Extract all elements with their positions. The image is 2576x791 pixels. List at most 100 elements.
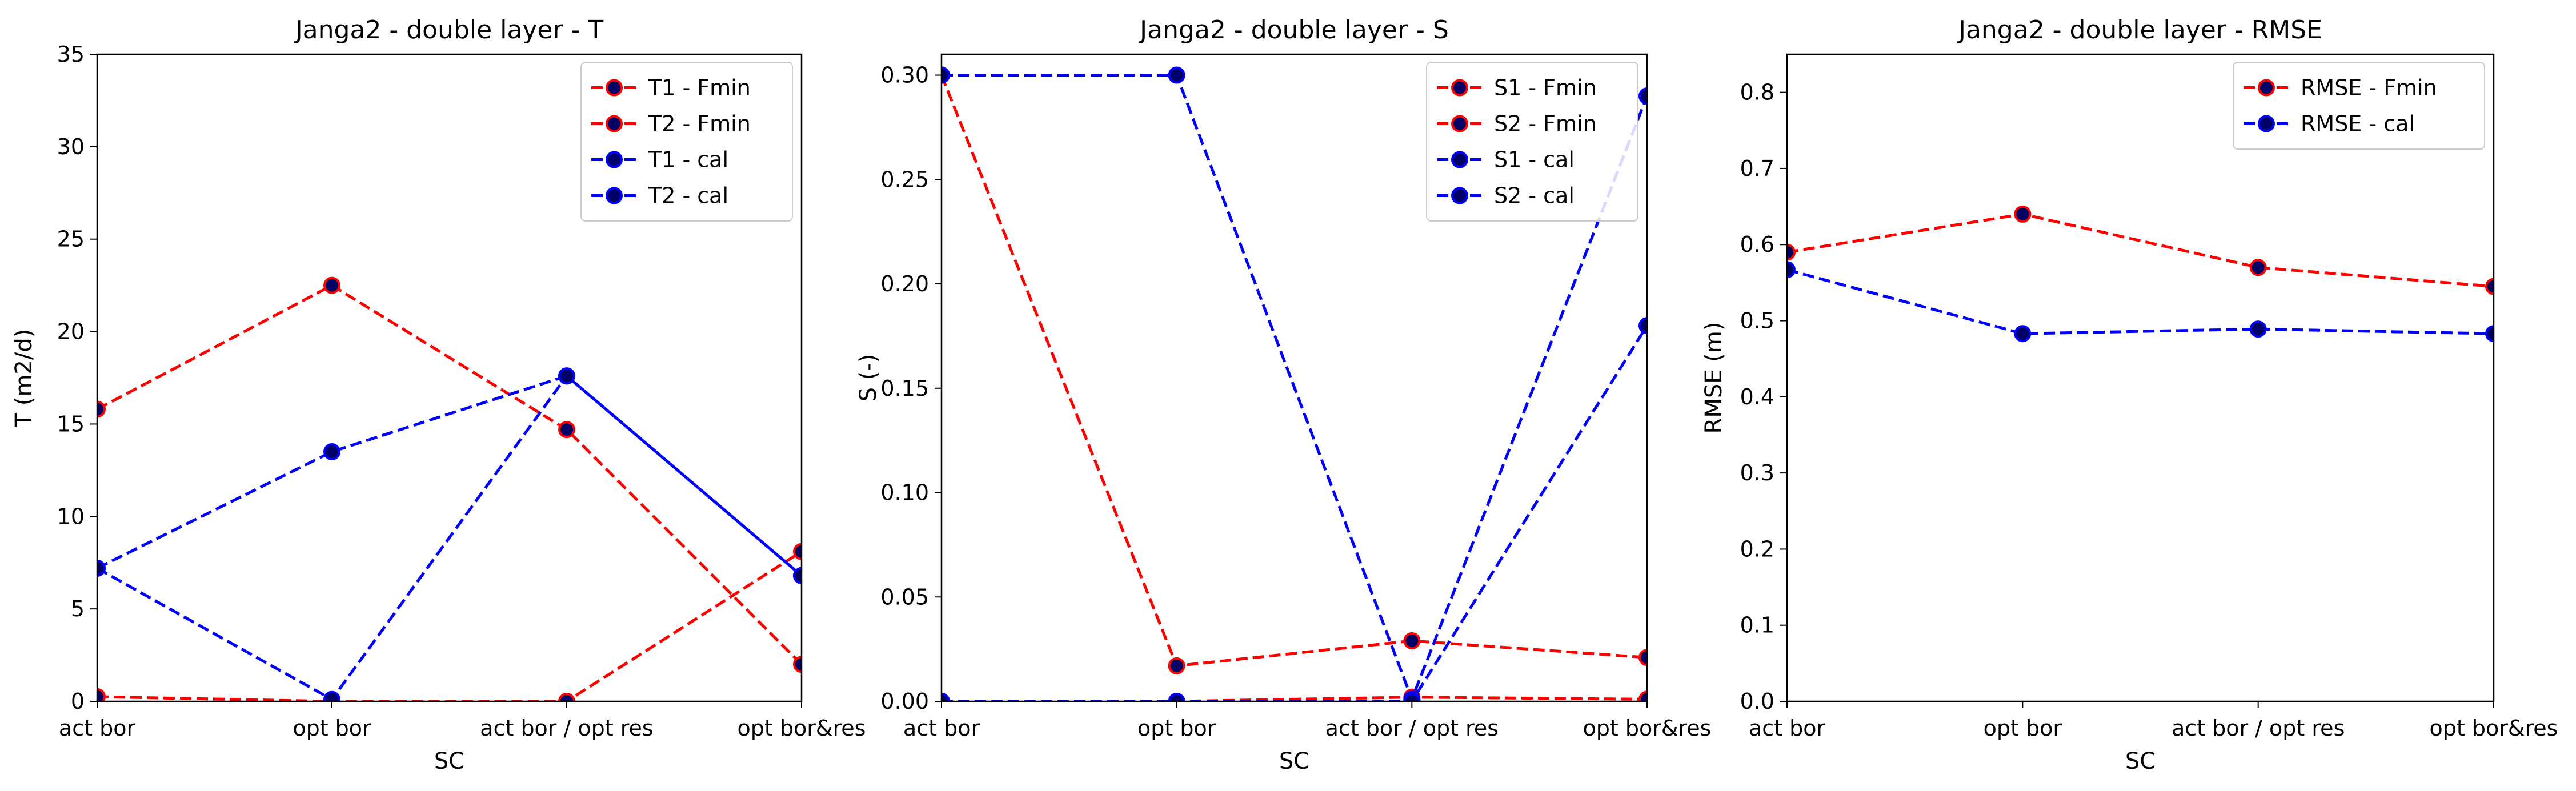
data-point	[2014, 325, 2032, 343]
y-tick-label: 0.6	[1740, 232, 1774, 257]
legend-label: S2 - Fmin	[1494, 111, 1597, 136]
y-tick-label: 25	[57, 227, 85, 252]
legend-label: T1 - cal	[648, 147, 728, 172]
data-point	[97, 400, 106, 418]
y-tick-label: 0.10	[880, 480, 929, 505]
y-tick-label: 30	[57, 134, 85, 159]
y-tick-label: 0.4	[1740, 384, 1774, 409]
legend-marker	[606, 115, 623, 132]
y-tick-label: 0.7	[1740, 156, 1774, 181]
chart-panel-3: Janga2 - double layer - RMSE 0.0 0.1 0.2 0.3…	[1701, 15, 2558, 774]
series-group	[942, 66, 1647, 701]
y-tick-label: 0.1	[1740, 613, 1774, 638]
data-point	[2249, 320, 2267, 338]
data-point	[2014, 205, 2032, 223]
data-point	[2485, 278, 2494, 295]
legend-marker	[606, 79, 623, 97]
y-tick-label: 0.5	[1740, 308, 1774, 334]
y-tick-label: 0.00	[880, 689, 929, 714]
chart-title: Janga2 - double layer - RMSE	[1957, 15, 2322, 45]
legend-label: T2 - cal	[648, 183, 728, 208]
data-point	[793, 567, 802, 584]
x-tick-label: act bor	[1749, 716, 1826, 741]
y-axis-label: S (-)	[855, 354, 882, 402]
data-point	[97, 559, 106, 577]
data-point	[1168, 693, 1185, 701]
x-tick-label: opt bor	[1984, 716, 2062, 741]
x-axis-label: SC	[1279, 748, 1309, 774]
series-line-1	[942, 74, 1647, 668]
data-point	[942, 66, 950, 84]
y-tick-label: 0.20	[880, 271, 929, 296]
data-point	[1638, 87, 1647, 105]
series-line-4	[942, 324, 1647, 701]
y-tick-label: 0.0	[1740, 689, 1774, 714]
data-point	[1168, 66, 1185, 84]
legend-marker	[1451, 187, 1468, 204]
y-tick-label: 0.05	[880, 584, 929, 609]
y-tick-label: 15	[57, 411, 85, 436]
data-point	[97, 688, 106, 701]
legend: S1 - Fmin S2 - Fmin S1 - cal S2 - cal	[1426, 62, 1638, 222]
y-tick-label: 5	[71, 596, 85, 621]
data-point	[793, 656, 802, 673]
series-line-2	[1787, 268, 2494, 335]
y-tick-label: 10	[57, 504, 85, 529]
y-tick-label: 0	[71, 689, 85, 714]
legend-marker	[1451, 115, 1468, 132]
legend-label: S1 - cal	[1494, 147, 1575, 172]
data-point	[1638, 690, 1647, 701]
data-point	[1403, 693, 1421, 701]
legend-box	[580, 62, 793, 222]
data-point	[2485, 325, 2494, 343]
data-point	[793, 543, 802, 560]
x-tick-label: opt bor&res	[1583, 716, 1712, 741]
x-tick-label: act bor / opt res	[480, 716, 653, 741]
legend-marker	[2258, 79, 2275, 97]
data-point	[558, 367, 575, 385]
data-point	[323, 276, 340, 294]
y-axis-label: T (m2/d)	[11, 329, 37, 428]
chart-panel-1: Janga2 - double layer - T 0 5 10 15 20 25 30 35 a…	[11, 15, 866, 774]
x-tick-label: act bor / opt res	[2172, 716, 2345, 741]
x-tick-label: opt bor&res	[2430, 716, 2558, 741]
series-line-3	[97, 374, 802, 577]
x-tick-label: opt bor	[293, 716, 371, 741]
plot-frame	[1786, 53, 2495, 702]
data-point	[1638, 317, 1647, 335]
y-tick-label: 0.15	[880, 376, 929, 401]
x-tick-label: act bor / opt res	[1325, 716, 1499, 741]
series-group	[1787, 205, 2494, 343]
data-point	[323, 443, 340, 460]
x-tick-label: opt bor&res	[738, 716, 866, 741]
data-point	[1787, 243, 1796, 261]
plot-frame	[96, 53, 803, 702]
chart-panel-2: Janga2 - double layer - S 0.00 0.05 0.10 0.1…	[855, 15, 1711, 774]
legend-marker	[606, 151, 623, 168]
chart-title: Janga2 - double layer - S	[1138, 15, 1449, 45]
series-line-2	[97, 550, 802, 701]
series-line-2	[942, 696, 1647, 701]
series-line-1	[97, 283, 802, 666]
plot-frame	[940, 53, 1648, 702]
legend: RMSE - Fmin RMSE - cal	[2233, 62, 2485, 150]
x-axis-label: SC	[2125, 748, 2156, 774]
y-tick-label: 20	[57, 319, 85, 344]
y-tick-label: 35	[57, 42, 85, 67]
y-tick-label: 0.3	[1740, 460, 1774, 485]
data-point	[1638, 649, 1647, 666]
legend-label: T2 - Fmin	[648, 111, 751, 136]
y-axis-label: RMSE (m)	[1701, 322, 1727, 434]
legend-marker	[606, 187, 623, 204]
data-point	[558, 693, 575, 701]
data-point	[1787, 261, 1796, 279]
data-point	[558, 421, 575, 439]
data-point	[1403, 632, 1421, 650]
legend-marker	[2258, 115, 2275, 132]
x-tick-label: act bor	[903, 716, 980, 741]
legend-label: RMSE - cal	[2301, 111, 2415, 136]
legend-label: RMSE - Fmin	[2301, 75, 2437, 101]
y-tick-label: 0.2	[1740, 536, 1774, 561]
legend-box	[2233, 62, 2485, 150]
